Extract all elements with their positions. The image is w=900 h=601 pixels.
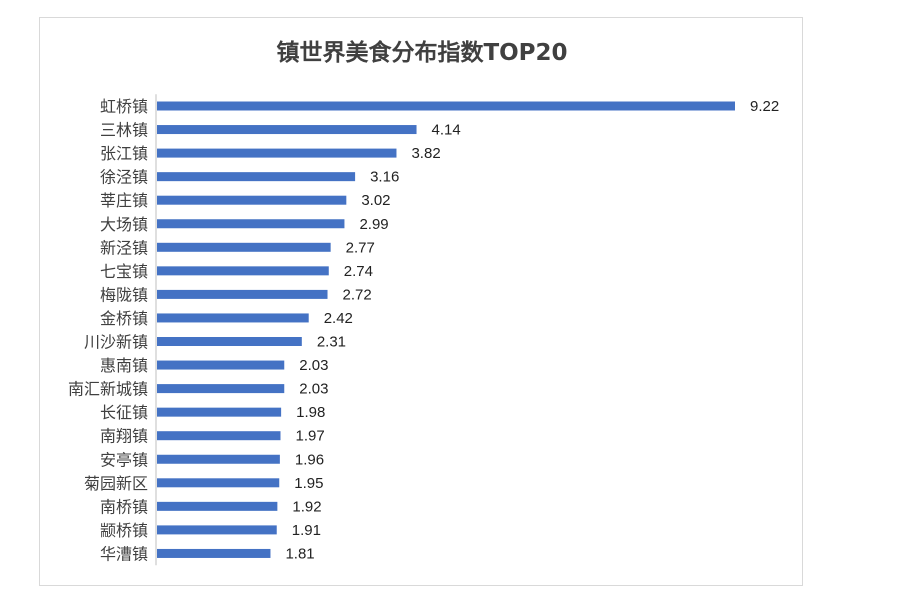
data-label: 2.74 [344, 263, 373, 280]
data-label: 1.81 [285, 545, 314, 562]
bars-layer: 虹桥镇 9.22 三林镇 4.14 张江镇 3.82 徐泾镇 3.16 莘庄镇 3.02 大场镇 2.… [68, 94, 779, 566]
data-label: 1.96 [295, 451, 324, 468]
data-label: 3.82 [411, 145, 440, 162]
data-label: 2.03 [299, 381, 328, 398]
bar [157, 266, 329, 276]
category-label: 惠南镇 [100, 356, 148, 375]
bar [157, 313, 309, 323]
data-label: 1.98 [296, 404, 325, 421]
category-label: 七宝镇 [100, 262, 148, 281]
data-label: 3.16 [370, 169, 399, 186]
chart-frame: 镇世界美食分布指数TOP20 虹桥镇 9.22 三林镇 4.14 张江镇 3.82 徐泾镇 3… [39, 17, 803, 586]
category-label: 莘庄镇 [100, 191, 148, 210]
bar [157, 525, 277, 535]
bar [157, 454, 280, 464]
data-label: 2.03 [299, 357, 328, 374]
category-label: 南翔镇 [100, 427, 148, 446]
bar [157, 478, 280, 488]
data-label: 2.99 [359, 216, 388, 233]
category-label: 金桥镇 [100, 309, 148, 328]
data-label: 2.42 [324, 310, 353, 327]
data-label: 1.92 [292, 498, 321, 515]
bar [157, 337, 302, 346]
data-label: 2.77 [346, 239, 375, 256]
bar [157, 501, 278, 511]
bar [157, 219, 345, 229]
bar [157, 195, 347, 205]
bar [157, 172, 356, 182]
data-label: 1.95 [294, 475, 323, 492]
data-label: 1.97 [295, 428, 324, 445]
bar [157, 431, 281, 441]
bar [157, 101, 735, 111]
data-label: 2.31 [317, 334, 346, 351]
bar [157, 360, 285, 370]
data-label: 9.22 [750, 98, 779, 115]
category-label: 虹桥镇 [100, 97, 148, 116]
category-label: 华漕镇 [100, 544, 148, 563]
category-label: 南桥镇 [100, 497, 148, 516]
bar [157, 125, 417, 135]
category-label: 三林镇 [100, 121, 148, 140]
category-label: 新泾镇 [100, 238, 148, 257]
data-label: 1.91 [292, 522, 321, 539]
bar [157, 384, 285, 394]
bar [157, 289, 328, 299]
category-label: 颛桥镇 [100, 521, 148, 540]
data-label: 3.02 [361, 192, 390, 209]
chart-title: 镇世界美食分布指数TOP20 [276, 39, 567, 66]
category-label: 川沙新镇 [84, 333, 148, 352]
category-label: 梅陇镇 [100, 285, 148, 304]
bar-chart: 镇世界美食分布指数TOP20 虹桥镇 9.22 三林镇 4.14 张江镇 3.82 徐泾镇 3… [68, 39, 779, 566]
bar [157, 148, 397, 158]
category-label: 南汇新城镇 [68, 380, 148, 399]
bar [157, 242, 331, 252]
category-label: 菊园新区 [84, 474, 148, 493]
category-label: 徐泾镇 [100, 168, 148, 187]
data-label: 4.14 [432, 122, 461, 139]
category-label: 长征镇 [100, 403, 148, 422]
category-label: 安亭镇 [100, 450, 148, 469]
category-label: 张江镇 [100, 144, 148, 163]
category-label: 大场镇 [100, 215, 148, 234]
bar [157, 407, 282, 417]
data-label: 2.72 [343, 286, 372, 303]
bar [157, 548, 271, 558]
